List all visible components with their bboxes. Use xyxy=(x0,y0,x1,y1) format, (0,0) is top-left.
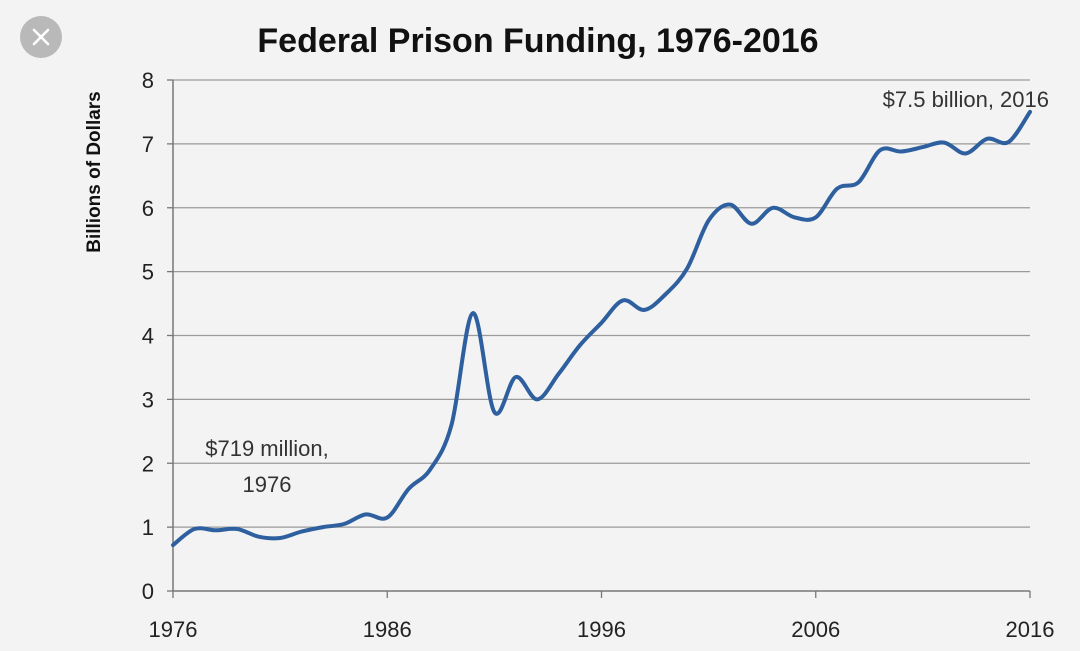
y-axis-label: Billions of Dollars xyxy=(84,91,105,253)
annotation-start-year: 1976 xyxy=(243,472,292,497)
x-tick-label: 2016 xyxy=(1006,617,1055,642)
y-tick-label: 0 xyxy=(142,579,154,604)
x-tick-label: 2006 xyxy=(791,617,840,642)
close-button[interactable] xyxy=(20,16,62,58)
annotation-start: $719 million, xyxy=(205,436,329,461)
series-line xyxy=(171,109,1032,548)
y-tick-label: 3 xyxy=(142,387,154,412)
series-group xyxy=(171,109,1032,548)
annotations: $719 million, 1976 $7.5 billion, 2016 xyxy=(205,87,1049,497)
y-tick-label: 7 xyxy=(142,132,154,157)
y-tick-label: 6 xyxy=(142,196,154,221)
y-tick-label: 4 xyxy=(142,324,154,349)
annotation-end: $7.5 billion, 2016 xyxy=(883,87,1049,112)
y-tick-label: 1 xyxy=(142,515,154,540)
chart-title: Federal Prison Funding, 1976-2016 xyxy=(257,22,818,60)
y-tick-label: 5 xyxy=(142,260,154,285)
y-tick-label: 8 xyxy=(142,68,154,93)
x-tick-label: 1986 xyxy=(363,617,412,642)
x-tick-label: 1996 xyxy=(577,617,626,642)
close-icon xyxy=(32,28,50,46)
y-tick-label: 2 xyxy=(142,451,154,476)
x-tick-label: 1976 xyxy=(149,617,198,642)
y-axis: 0 1 2 3 4 5 6 7 8 xyxy=(142,68,174,604)
x-axis: 1976 1986 1996 2006 2016 xyxy=(149,590,1055,642)
